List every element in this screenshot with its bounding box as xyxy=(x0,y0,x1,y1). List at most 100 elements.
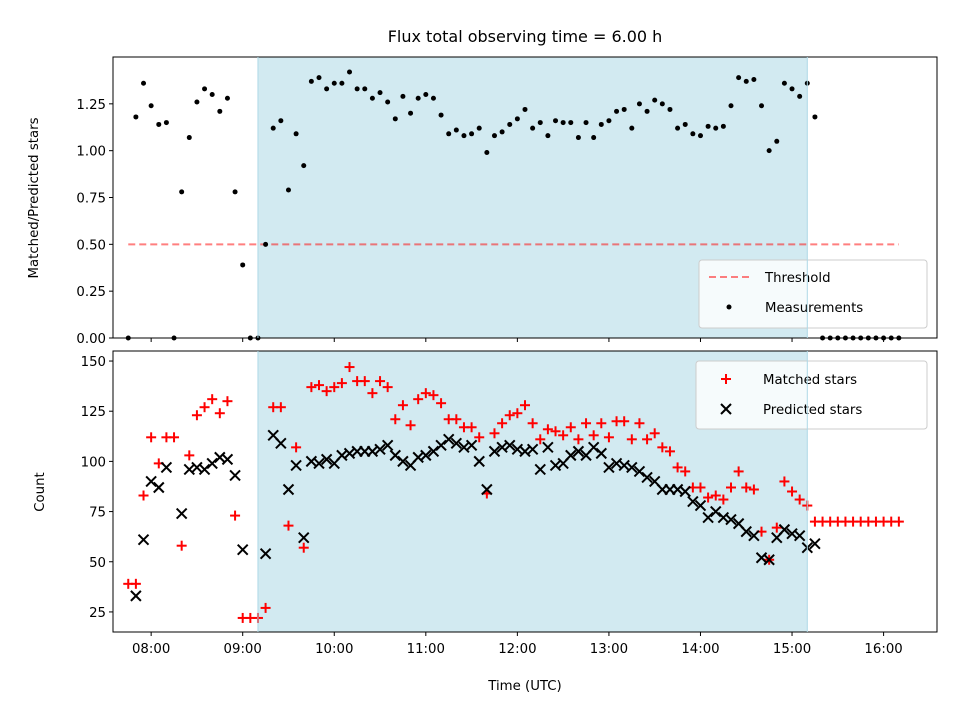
top-y-tick-label: 1.25 xyxy=(76,98,106,113)
cross-stroke xyxy=(374,443,386,456)
matched-star-marker xyxy=(230,510,241,521)
cross-stroke xyxy=(504,439,516,452)
measurement-point xyxy=(316,75,322,81)
matched-star-marker xyxy=(748,484,759,495)
bottom-y-tick-label: 125 xyxy=(81,405,106,420)
chart-title: Flux total observing time = 6.00 h xyxy=(388,27,663,46)
top-y-tick-label: 1.00 xyxy=(76,145,106,160)
predicted-star-marker xyxy=(420,449,432,462)
measurement-point xyxy=(301,163,307,169)
matched-star-marker xyxy=(710,490,721,501)
measurement-point xyxy=(606,118,612,124)
measurement-point xyxy=(156,121,162,127)
matched-star-marker xyxy=(428,390,439,401)
x-tick-label: 09:00 xyxy=(224,642,262,657)
measurement-point xyxy=(240,262,246,268)
measurement-point xyxy=(308,78,314,84)
measurement-point xyxy=(774,138,780,144)
matched-star-marker xyxy=(504,410,515,421)
cross-stroke xyxy=(282,483,295,496)
matched-star-marker xyxy=(497,418,508,429)
matched-star-marker xyxy=(695,482,706,493)
predicted-star-marker xyxy=(397,455,409,468)
measurement-point xyxy=(377,90,383,96)
predicted-star-marker xyxy=(313,457,325,470)
matched-star-marker xyxy=(298,542,309,553)
x-tick-label: 10:00 xyxy=(315,642,353,657)
matched-star-marker xyxy=(344,362,355,373)
measurement-point xyxy=(331,80,337,86)
legend-matched-label: Matched stars xyxy=(763,373,857,388)
matched-star-marker xyxy=(741,482,752,493)
predicted-star-marker xyxy=(725,513,737,526)
measurement-point xyxy=(644,108,650,114)
measurement-point xyxy=(469,131,475,137)
cross-stroke xyxy=(229,469,241,482)
measurement-point xyxy=(759,103,765,109)
predicted-star-marker xyxy=(565,449,577,462)
predicted-star-marker xyxy=(381,439,394,452)
cross-stroke xyxy=(175,507,188,520)
measurement-point xyxy=(697,133,703,139)
measurement-point xyxy=(713,125,719,131)
matched-star-marker xyxy=(634,418,645,429)
measurement-point xyxy=(179,189,185,195)
bottom-legend-box xyxy=(695,360,928,430)
matched-star-marker xyxy=(390,414,401,425)
measurement-point xyxy=(736,75,742,81)
matched-star-marker xyxy=(603,432,614,443)
predicted-star-marker xyxy=(720,403,732,415)
cross-stroke xyxy=(793,529,806,542)
cross-stroke xyxy=(412,451,424,464)
cross-stroke xyxy=(595,447,608,460)
measurement-point xyxy=(339,80,345,86)
cross-stroke xyxy=(336,449,348,462)
matched-star-marker xyxy=(550,426,561,437)
predicted-star-marker xyxy=(465,439,478,452)
cross-stroke xyxy=(458,441,470,454)
matched-star-marker xyxy=(535,434,546,445)
predicted-star-marker xyxy=(435,439,447,452)
matched-star-marker xyxy=(138,490,149,501)
cross-stroke xyxy=(496,441,508,454)
cross-stroke xyxy=(725,513,737,526)
measurement-point xyxy=(285,187,291,193)
predicted-star-marker xyxy=(542,441,554,454)
top-y-tick-label: 0.75 xyxy=(76,192,106,207)
predicted-star-marker xyxy=(481,483,493,496)
predicted-star-marker xyxy=(694,499,707,512)
measurement-point xyxy=(491,133,497,139)
top-panel: 0.00 0.25 0.50 0.75 1.00 1.25 Matched/Predict… xyxy=(27,56,938,347)
matched-star-marker xyxy=(191,410,202,421)
predicted-star-marker xyxy=(153,481,165,494)
matched-star-marker xyxy=(314,380,324,391)
measurement-points xyxy=(125,69,902,341)
measurement-point xyxy=(217,108,223,114)
matched-star-marker xyxy=(359,376,370,387)
cross-stroke xyxy=(450,437,463,450)
bottom-y-tick-label: 75 xyxy=(89,506,106,521)
predicted-star-marker xyxy=(793,529,806,542)
predicted-star-marker xyxy=(809,537,821,550)
predicted-star-marker xyxy=(229,469,241,482)
cross-stroke xyxy=(549,459,562,472)
matched-star-marker xyxy=(214,408,225,419)
measurement-point xyxy=(629,125,635,131)
measurement-point xyxy=(522,106,528,112)
matched-star-marker xyxy=(626,434,637,445)
predicted-star-marker xyxy=(778,523,791,536)
measurement-point xyxy=(743,78,749,84)
legend-matched-swatch xyxy=(721,374,731,384)
measurement-point xyxy=(347,69,353,75)
predicted-star-marker xyxy=(282,483,295,496)
matched-star-marker xyxy=(542,424,553,435)
measurement-point xyxy=(408,110,414,116)
cross-stroke xyxy=(397,455,409,468)
predicted-star-marker xyxy=(679,485,691,498)
measurement-point xyxy=(537,120,543,126)
measurement-point xyxy=(499,129,505,135)
cross-stroke xyxy=(542,441,554,454)
top-y-tick-label: 0.00 xyxy=(76,332,106,347)
legend-measurements-swatch xyxy=(726,304,732,310)
